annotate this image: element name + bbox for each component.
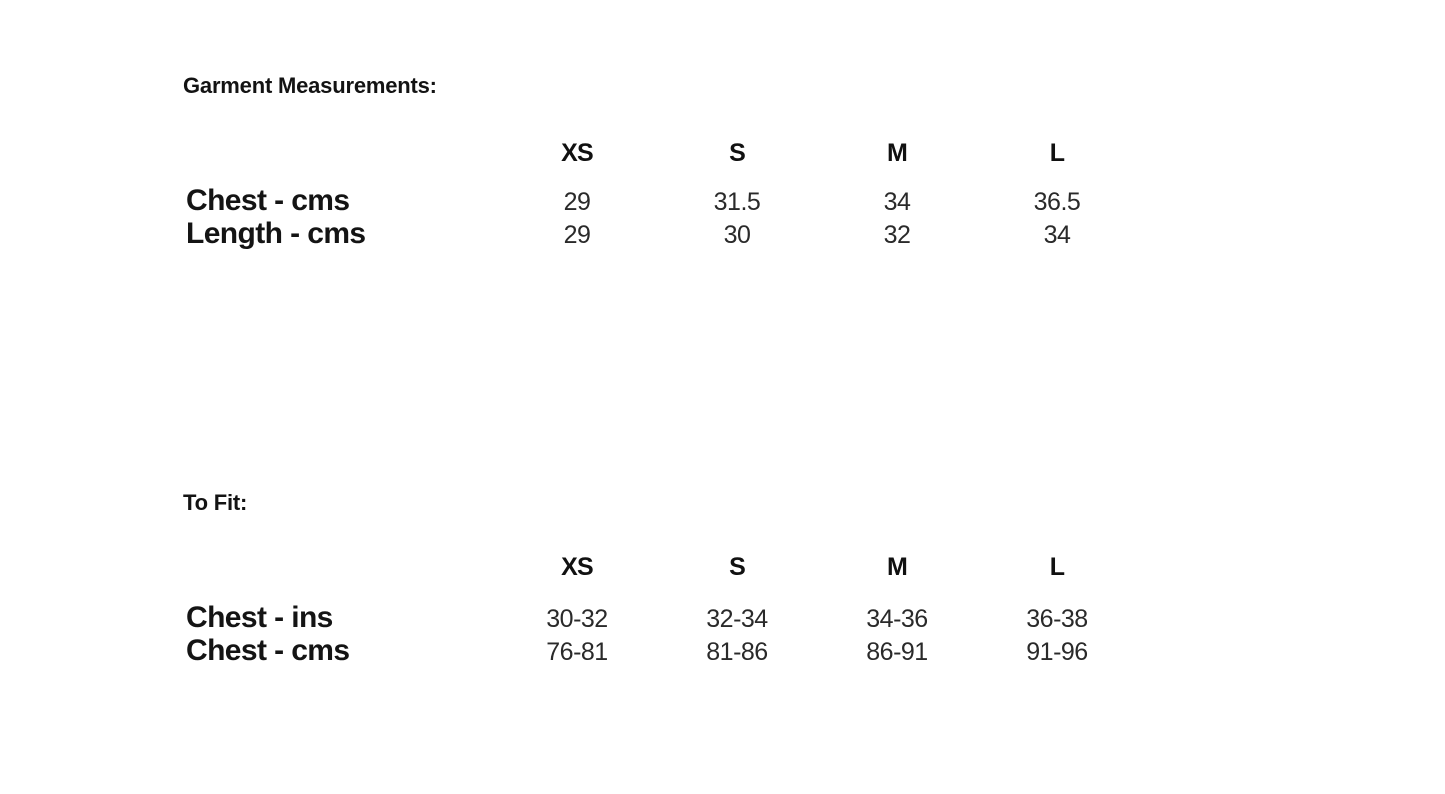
measurement-value: 30-32: [546, 605, 608, 633]
size-header-s: S: [729, 553, 746, 581]
measurement-value: 31.5: [713, 188, 761, 216]
size-header-row-tofit: XS S M L: [497, 555, 1137, 580]
to-fit-title: To Fit:: [183, 490, 248, 515]
row-label: Chest - cms: [186, 184, 350, 217]
measurement-value: 32: [883, 221, 911, 249]
measurement-value: 76-81: [546, 638, 608, 666]
measurement-value: 86-91: [866, 638, 928, 666]
garment-measurements-title: Garment Measurements:: [183, 73, 437, 98]
measurement-value: 91-96: [1026, 638, 1088, 666]
measurement-value: 81-86: [706, 638, 768, 666]
table-row-chest-cms-garment: Chest - cms 29 31.5 34 36.5: [186, 186, 1137, 216]
measurement-value: 36.5: [1033, 188, 1081, 216]
size-header-l: L: [1049, 139, 1065, 167]
table-row-chest-ins-tofit: Chest - ins 30-32 32-34 34-36 36-38: [186, 603, 1137, 633]
row-label: Length - cms: [186, 217, 366, 250]
table-row-chest-cms-tofit: Chest - cms 76-81 81-86 86-91 91-96: [186, 636, 1137, 666]
size-header-l: L: [1049, 553, 1065, 581]
row-label: Chest - cms: [186, 634, 350, 667]
size-header-xs: XS: [561, 553, 594, 581]
measurement-value: 29: [563, 188, 591, 216]
row-label: Chest - ins: [186, 601, 333, 634]
measurement-value: 29: [563, 221, 591, 249]
size-header-s: S: [729, 139, 746, 167]
measurement-value: 32-34: [706, 605, 768, 633]
table-row-length-cms-garment: Length - cms 29 30 32 34: [186, 219, 1137, 249]
size-header-xs: XS: [561, 139, 594, 167]
size-header-row-garment: XS S M L: [497, 141, 1137, 166]
measurement-value: 36-38: [1026, 605, 1088, 633]
measurement-value: 30: [723, 221, 751, 249]
measurement-value: 34-36: [866, 605, 928, 633]
size-header-m: M: [886, 553, 908, 581]
measurement-value: 34: [883, 188, 911, 216]
size-header-m: M: [886, 139, 908, 167]
measurement-value: 34: [1043, 221, 1071, 249]
